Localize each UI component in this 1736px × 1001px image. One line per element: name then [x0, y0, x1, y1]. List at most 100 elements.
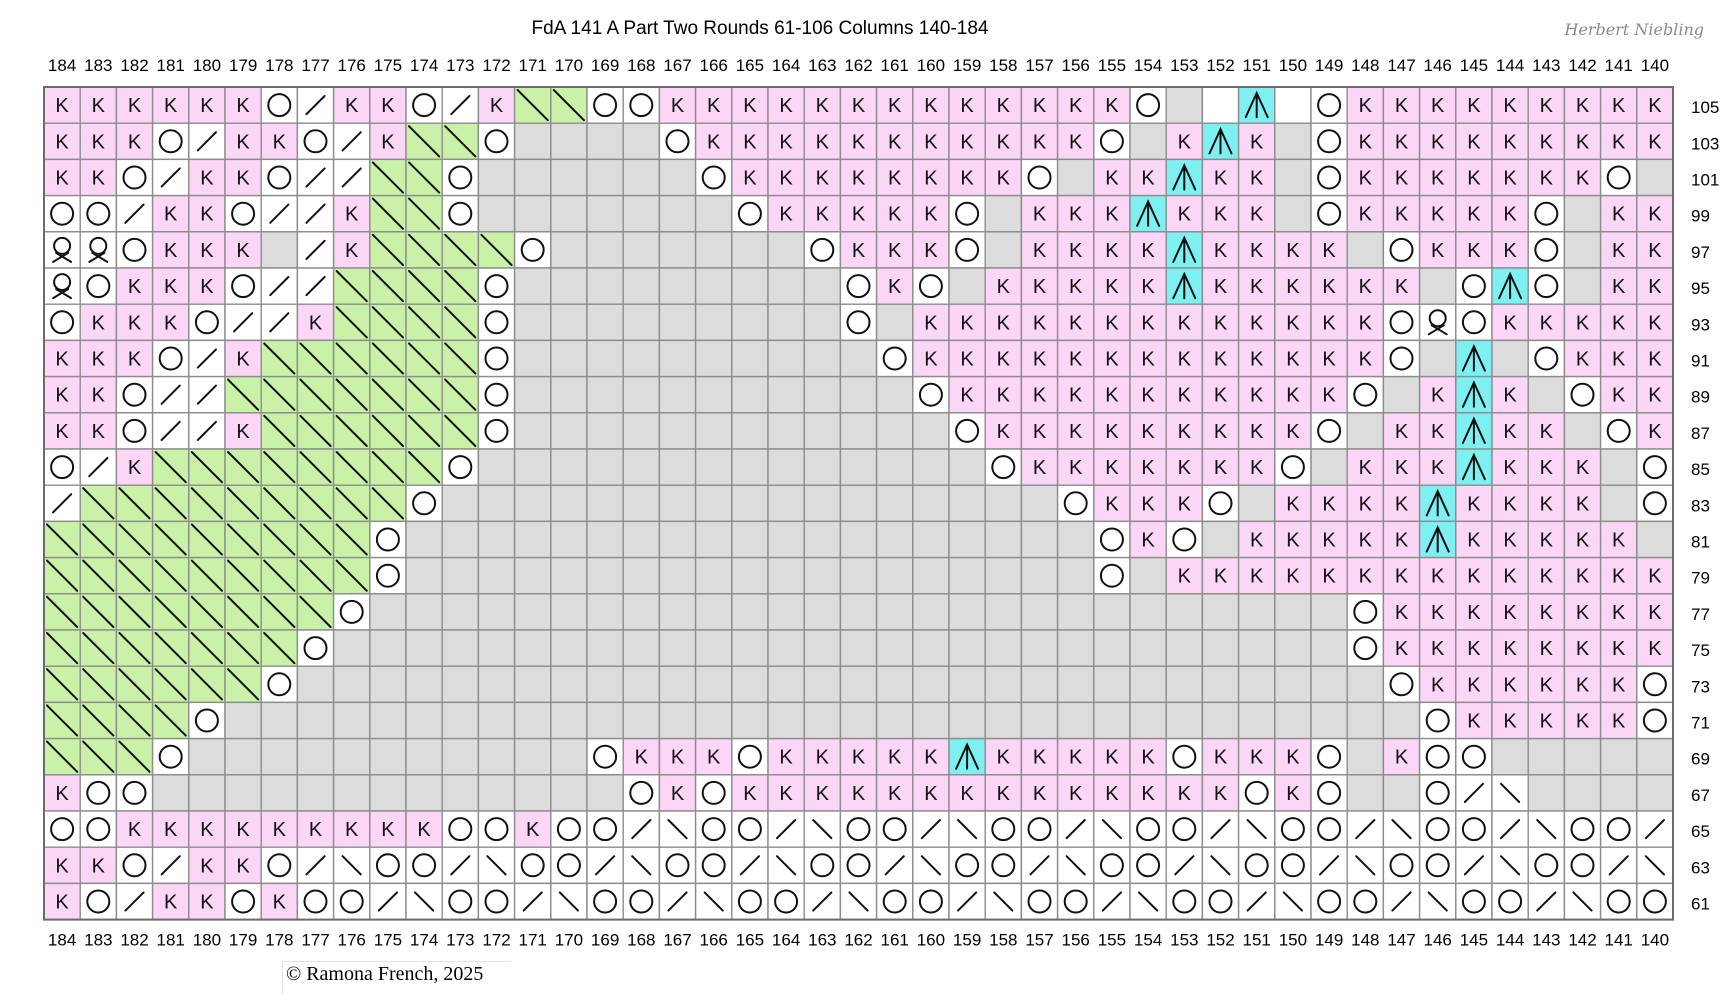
stitch-cell: [441, 122, 480, 161]
stitch-cell: [1346, 629, 1385, 667]
stitch-cell: [477, 194, 516, 233]
column-label-top: 147: [1387, 56, 1415, 75]
stitch-cell: K: [912, 339, 950, 378]
stitch-cell: [332, 375, 371, 414]
stitch-cell: K: [1093, 158, 1131, 197]
svg-text:K: K: [960, 385, 974, 407]
stitch-cell: [1020, 158, 1059, 197]
stitch-cell: [550, 122, 588, 161]
stitch-cell: [441, 846, 480, 885]
stitch-cell: [43, 520, 81, 559]
column-label-bottom: 178: [265, 931, 293, 950]
stitch-cell: [767, 665, 805, 704]
stitch-cell: [260, 448, 299, 486]
column-label-bottom: 153: [1170, 931, 1198, 950]
stitch-cell: [151, 520, 190, 559]
stitch-cell: K: [1056, 774, 1095, 812]
svg-text:K: K: [1033, 240, 1047, 262]
stitch-cell: K: [1093, 267, 1131, 305]
svg-text:K: K: [1359, 276, 1373, 298]
stitch-cell: [912, 810, 950, 848]
stitch-cell: [586, 303, 624, 342]
stitch-cell: [513, 520, 552, 559]
stitch-cell: K: [1527, 448, 1566, 486]
stitch-cell: [369, 194, 407, 233]
stitch-cell: [1165, 665, 1204, 704]
stitch-cell: K: [658, 774, 697, 812]
stitch-cell: K: [1491, 701, 1529, 740]
svg-text:K: K: [309, 819, 323, 841]
stitch-cell: [151, 629, 190, 667]
svg-text:K: K: [1576, 674, 1590, 696]
column-label-top: 169: [591, 56, 619, 75]
stitch-cell: K: [1274, 520, 1312, 559]
stitch-cell: [622, 412, 661, 450]
stitch-cell: [948, 484, 986, 523]
stitch-cell: [731, 339, 769, 378]
svg-text:K: K: [997, 349, 1011, 371]
svg-text:K: K: [1612, 638, 1626, 660]
stitch-cell: K: [79, 303, 118, 342]
stitch-cell: K: [984, 339, 1023, 378]
stitch-cell: [441, 375, 480, 414]
stitch-cell: [984, 520, 1023, 559]
stitch-cell: [188, 339, 226, 378]
stitch-cell: [405, 520, 443, 559]
stitch-cell: [1455, 267, 1493, 305]
svg-text:K: K: [1395, 493, 1409, 515]
stitch-cell: K: [1563, 448, 1602, 486]
svg-text:K: K: [236, 349, 250, 371]
stitch-cell: [875, 810, 914, 848]
svg-text:K: K: [743, 783, 757, 805]
stitch-cell: [658, 520, 697, 559]
svg-text:K: K: [1105, 204, 1119, 226]
stitch-cell: K: [369, 810, 407, 848]
stitch-cell: K: [1056, 412, 1095, 450]
stitch-cell: [984, 882, 1023, 921]
stitch-cell: [151, 774, 190, 812]
svg-text:K: K: [200, 240, 214, 262]
stitch-cell: [1310, 194, 1348, 233]
stitch-cell: [803, 303, 842, 342]
stitch-cell: [79, 665, 118, 704]
stitch-cell: [151, 122, 190, 161]
stitch-cell: [622, 846, 661, 885]
stitch-cell: [586, 86, 624, 124]
stitch-cell: [839, 412, 878, 450]
svg-text:K: K: [671, 783, 685, 805]
stitch-cell: K: [1020, 737, 1059, 776]
svg-text:K: K: [1503, 602, 1517, 624]
column-label-top: 163: [808, 56, 836, 75]
stitch-cell: [1056, 629, 1095, 667]
stitch-cell: [405, 86, 443, 124]
stitch-cell: [405, 231, 443, 269]
stitch-cell: K: [115, 122, 154, 161]
stitch-cell: [405, 448, 443, 486]
stitch-cell: [513, 303, 552, 342]
stitch-cell: [731, 593, 769, 631]
column-label-top: 166: [700, 56, 728, 75]
svg-text:K: K: [997, 95, 1011, 117]
svg-text:K: K: [1503, 674, 1517, 696]
stitch-cell: [839, 448, 878, 486]
svg-text:K: K: [924, 131, 938, 153]
stitch-cell: K: [1599, 520, 1638, 559]
stitch-cell: [948, 412, 986, 450]
stitch-cell: K: [1455, 194, 1493, 233]
stitch-cell: K: [1237, 339, 1276, 378]
stitch-cell: [405, 593, 443, 631]
stitch-cell: [260, 556, 299, 595]
stitch-cell: K: [1599, 665, 1638, 704]
stitch-cell: [658, 122, 697, 161]
stitch-cell: [1093, 556, 1131, 595]
stitch-cell: K: [1636, 86, 1674, 124]
stitch-cell: [441, 665, 480, 704]
stitch-cell: [731, 267, 769, 305]
stitch-cell: [586, 629, 624, 667]
stitch-cell: [875, 448, 914, 486]
stitch-cell: [1636, 846, 1674, 885]
stitch-cell: K: [731, 158, 769, 197]
stitch-cell: K: [1418, 375, 1457, 414]
svg-text:K: K: [1503, 566, 1517, 588]
stitch-cell: [803, 339, 842, 378]
